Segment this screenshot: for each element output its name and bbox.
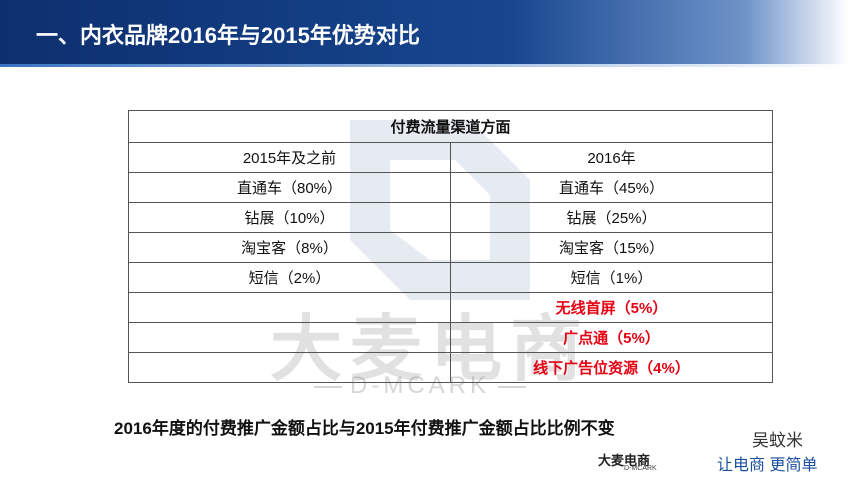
table-body: 付费流量渠道方面 2015年及之前 2016年 直通车（80%） 直通车（45%）… xyxy=(128,110,773,383)
cell-2016: 直通车（45%） xyxy=(450,172,773,203)
slide-title: 一、内衣品牌2016年与2015年优势对比 xyxy=(36,23,420,48)
logo-sub: D-MCARK xyxy=(624,465,657,472)
table-row: 无线首屏（5%） xyxy=(128,292,773,323)
cell-2015: 直通车（80%） xyxy=(128,172,451,203)
cell-2015 xyxy=(128,352,451,383)
column-row: 2015年及之前 2016年 xyxy=(128,142,773,173)
cell-2015 xyxy=(128,322,451,353)
logo-brand: 大麦电商 xyxy=(598,453,651,468)
channel-table: 付费流量渠道方面 2015年及之前 2016年 直通车（80%） 直通车（45%）… xyxy=(128,110,773,383)
table-title: 付费流量渠道方面 xyxy=(128,110,773,143)
cell-2015: 短信（2%） xyxy=(128,262,451,293)
header-bar xyxy=(0,0,848,64)
cell-2016: 淘宝客（15%） xyxy=(450,232,773,263)
cell-2016: 无线首屏（5%） xyxy=(450,292,773,323)
cell-2015 xyxy=(128,292,451,323)
cell-2016: 线下广告位资源（4%） xyxy=(450,352,773,383)
table-row: 钻展（10%） 钻展（25%） xyxy=(128,202,773,233)
wechat-name: 吴蚊米 xyxy=(752,431,803,450)
table-row: 淘宝客（8%） 淘宝客（15%） xyxy=(128,232,773,263)
cell-2015: 钻展（10%） xyxy=(128,202,451,233)
footer-note: 2016年度的付费推广金额占比与2015年付费推广金额占比比例不变 xyxy=(114,419,615,438)
table-row: 短信（2%） 短信（1%） xyxy=(128,262,773,293)
cell-2015: 淘宝客（8%） xyxy=(128,232,451,263)
cell-2016: 短信（1%） xyxy=(450,262,773,293)
table-row: 直通车（80%） 直通车（45%） xyxy=(128,172,773,203)
table-row: 线下广告位资源（4%） xyxy=(128,352,773,383)
column-header: 2016年 xyxy=(450,142,773,173)
table-title-row: 付费流量渠道方面 xyxy=(128,110,773,143)
cell-2016: 钻展（25%） xyxy=(450,202,773,233)
wechat-slogan: 让电商 更简单 xyxy=(717,457,818,474)
header-rule xyxy=(0,64,848,67)
column-header: 2015年及之前 xyxy=(128,142,451,173)
cell-2016: 广点通（5%） xyxy=(450,322,773,353)
table-row: 广点通（5%） xyxy=(128,322,773,353)
